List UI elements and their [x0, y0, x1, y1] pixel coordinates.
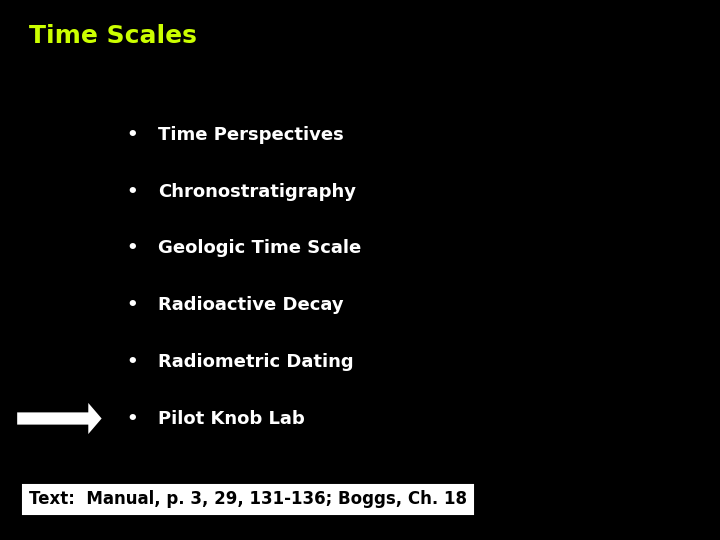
Text: Text:  Manual, p. 3, 29, 131-136; Boggs, Ch. 18: Text: Manual, p. 3, 29, 131-136; Boggs, …: [29, 490, 467, 509]
Text: •: •: [126, 353, 138, 371]
Text: Chronostratigraphy: Chronostratigraphy: [158, 183, 356, 201]
Text: •: •: [126, 409, 138, 428]
Text: Time Perspectives: Time Perspectives: [158, 126, 344, 144]
Text: Pilot Knob Lab: Pilot Knob Lab: [158, 409, 305, 428]
Text: •: •: [126, 239, 138, 258]
Text: Time Scales: Time Scales: [29, 24, 197, 48]
Text: •: •: [126, 126, 138, 144]
Text: Geologic Time Scale: Geologic Time Scale: [158, 239, 361, 258]
Text: •: •: [126, 183, 138, 201]
Text: Radioactive Decay: Radioactive Decay: [158, 296, 344, 314]
Text: •: •: [126, 296, 138, 314]
Text: Radiometric Dating: Radiometric Dating: [158, 353, 354, 371]
